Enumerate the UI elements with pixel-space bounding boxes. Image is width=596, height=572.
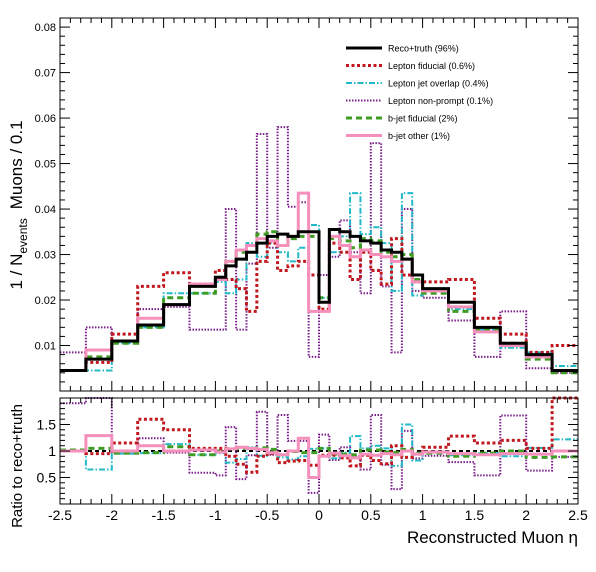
- main-y-tick-label: 0.03: [35, 250, 56, 262]
- main-y-tick-label: 0.02: [35, 295, 56, 307]
- ratio-plot-panel: 0.5 1 1.5 -2.5 -2 -1.5 -1 -0.5 0 0.5 1 1.5 2 2.5: [37, 396, 588, 523]
- main-series-b-jet-other-1: [60, 191, 578, 373]
- ratio-y-axis-label: Ratio to reco+truth: [9, 404, 26, 528]
- ratio-x-axis-ticks: -2.5 -2 -1.5 -1 -0.5 0 0.5 1 1.5 2 2.5: [48, 398, 588, 523]
- x-tick-label: -2.5: [48, 507, 72, 523]
- x-tick-label: 1: [419, 507, 427, 523]
- main-y-tick-label: 0.06: [35, 113, 56, 125]
- ratio-y-tick-label: 0.5: [37, 470, 57, 486]
- x-tick-label: 1.5: [465, 507, 485, 523]
- ratio-y-tick-label: 1: [48, 443, 56, 459]
- main-y-tick-label: 0.08: [35, 22, 56, 34]
- main-y-axis-label: 1 / Nevents Muons / 0.1: [7, 120, 30, 289]
- legend: Reco+truth (96%) Lepton fiducial (0.6%) Le…: [346, 44, 493, 141]
- main-y-tick-label: 0.04: [35, 204, 56, 216]
- main-y-axis-ticks: 0.01 0.02 0.03 0.04 0.05 0.06 0.07 0.08: [35, 22, 578, 383]
- x-tick-label: 0.5: [361, 507, 381, 523]
- main-plot-panel: 0.01 0.02 0.03 0.04 0.05 0.06 0.07 0.08: [35, 17, 579, 392]
- ratio-series-b-jet-other-1: [60, 434, 578, 479]
- x-axis-label: Reconstructed Muon η: [407, 528, 578, 547]
- ratio-plot-frame: [59, 397, 579, 505]
- legend-label-lepton-jet-overlap-0-4: Lepton jet overlap (0.4%): [388, 79, 489, 89]
- ratio-y-tick-label: 1.5: [37, 417, 57, 433]
- main-plot-area: [60, 126, 578, 375]
- main-y-axis-label-prefix: 1 / N: [7, 254, 26, 290]
- legend-label-b-jet-other-1: b-jet other (1%): [388, 131, 450, 141]
- main-y-axis-label-suffix: Muons / 0.1: [7, 120, 26, 209]
- legend-label-b-jet-fiducial-2: b-jet fiducial (2%): [388, 114, 458, 124]
- legend-label-lepton-non-prompt-0-1: Lepton non-prompt (0.1%): [388, 96, 493, 106]
- main-series-reco-truth-96: [60, 228, 578, 373]
- main-y-tick-label: 0.01: [35, 341, 56, 353]
- ratio-plot-area: [60, 396, 578, 494]
- x-tick-label: -1: [209, 507, 222, 523]
- x-tick-label: 2: [522, 507, 530, 523]
- ratio-series-lepton-fiducial-0-6: [60, 396, 578, 474]
- ratio-y-axis-ticks: 0.5 1 1.5: [37, 402, 578, 500]
- main-y-axis-label-subscript: events: [16, 218, 30, 253]
- ratio-series-lepton-non-prompt-0-1: [60, 397, 578, 494]
- x-tick-label: -1.5: [152, 507, 176, 523]
- main-y-tick-label: 0.05: [35, 159, 56, 171]
- legend-label-reco-truth-96: Reco+truth (96%): [388, 44, 459, 54]
- x-tick-label: -0.5: [255, 507, 279, 523]
- main-y-tick-label: 0.07: [35, 68, 56, 80]
- x-tick-label: -2: [106, 507, 119, 523]
- x-tick-label: 2.5: [568, 507, 588, 523]
- legend-label-lepton-fiducial-0-6: Lepton fiducial (0.6%): [388, 61, 475, 71]
- x-tick-label: 0: [315, 507, 323, 523]
- main-plot-frame: [59, 17, 579, 392]
